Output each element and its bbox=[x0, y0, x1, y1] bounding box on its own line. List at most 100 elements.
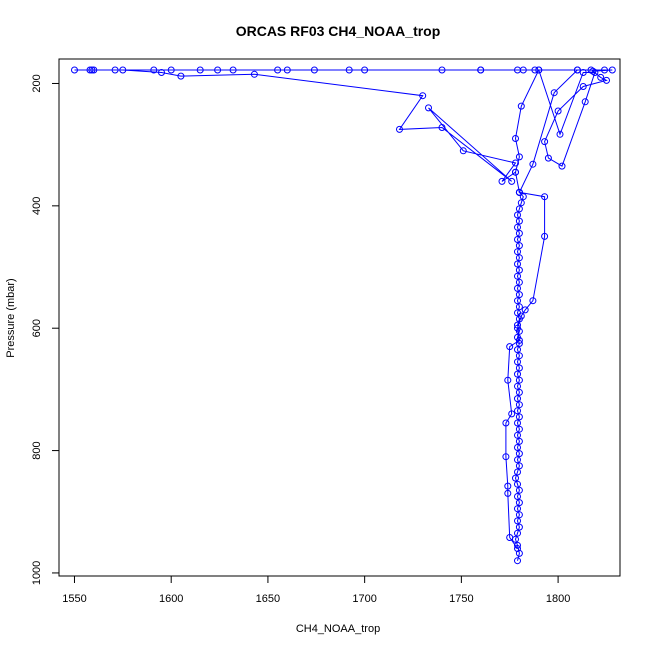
data-point bbox=[541, 138, 549, 146]
data-point bbox=[515, 376, 523, 384]
data-point bbox=[508, 177, 516, 185]
data-point bbox=[514, 444, 521, 451]
data-point bbox=[544, 154, 552, 162]
data-point bbox=[506, 343, 514, 351]
data-point bbox=[603, 76, 610, 84]
data-point bbox=[512, 474, 519, 482]
data-point bbox=[88, 66, 96, 74]
data-point bbox=[515, 188, 523, 196]
data-point bbox=[515, 425, 523, 433]
data-point bbox=[514, 456, 521, 464]
data-point bbox=[514, 346, 521, 354]
data-point bbox=[517, 312, 525, 320]
data-point bbox=[515, 450, 523, 458]
data-point bbox=[515, 462, 523, 470]
data-point bbox=[515, 291, 523, 299]
data-point bbox=[515, 242, 523, 250]
data-point bbox=[71, 66, 78, 74]
data-point bbox=[504, 482, 512, 490]
data-point bbox=[512, 159, 519, 167]
data-point bbox=[514, 541, 521, 549]
y-axis: 200 400 600 800 1000 bbox=[31, 74, 60, 585]
x-axis-title: CH4_NOAA_trop bbox=[296, 623, 380, 635]
data-point bbox=[535, 66, 543, 74]
data-point bbox=[515, 153, 523, 161]
data-point bbox=[514, 517, 521, 525]
data-point bbox=[515, 364, 523, 372]
data-point bbox=[514, 407, 521, 415]
data-point bbox=[608, 66, 616, 74]
data-point bbox=[514, 211, 521, 219]
data-point bbox=[550, 89, 558, 97]
y-tick-label: 400 bbox=[31, 197, 43, 215]
data-point bbox=[579, 69, 587, 76]
data-point bbox=[514, 236, 521, 243]
data-point bbox=[515, 437, 523, 445]
data-point bbox=[514, 272, 521, 280]
series-1 bbox=[502, 188, 549, 565]
series-line bbox=[91, 69, 613, 193]
data-point bbox=[515, 486, 523, 494]
y-tick-label: 1000 bbox=[31, 561, 43, 585]
data-point bbox=[581, 98, 589, 106]
series-line bbox=[505, 191, 546, 561]
data-point bbox=[515, 352, 523, 360]
data-point bbox=[502, 453, 510, 461]
y-tick-label: 800 bbox=[31, 441, 43, 459]
data-point bbox=[419, 92, 427, 100]
data-point bbox=[514, 66, 521, 74]
x-tick-label: 1600 bbox=[159, 593, 183, 605]
series-layer bbox=[71, 66, 616, 565]
data-point bbox=[515, 499, 523, 507]
data-point bbox=[514, 493, 521, 500]
data-point bbox=[514, 223, 521, 231]
data-point bbox=[514, 382, 521, 390]
x-tick-label: 1800 bbox=[546, 593, 570, 605]
data-point bbox=[515, 511, 523, 519]
data-point bbox=[504, 376, 512, 384]
data-point bbox=[514, 468, 521, 476]
data-point bbox=[477, 66, 485, 74]
data-point bbox=[396, 125, 403, 133]
data-point bbox=[514, 370, 521, 378]
y-tick-label: 600 bbox=[31, 319, 43, 337]
data-point bbox=[573, 66, 581, 74]
data-point bbox=[514, 505, 521, 513]
data-point bbox=[515, 254, 523, 262]
data-point bbox=[521, 306, 529, 314]
data-point bbox=[459, 147, 467, 155]
plot-area bbox=[58, 58, 621, 577]
data-point bbox=[517, 102, 525, 110]
data-point bbox=[512, 168, 519, 176]
data-point bbox=[515, 217, 523, 225]
data-point bbox=[514, 419, 521, 427]
data-point bbox=[514, 248, 521, 256]
data-point bbox=[515, 229, 523, 237]
data-point bbox=[514, 297, 521, 305]
data-point bbox=[515, 266, 523, 274]
data-point bbox=[589, 67, 597, 75]
data-point bbox=[177, 72, 185, 80]
data-point bbox=[529, 160, 537, 168]
data-point bbox=[508, 410, 516, 418]
chart-title: ORCAS RF03 CH4_NOAA_trop bbox=[236, 23, 441, 39]
data-point bbox=[512, 135, 519, 142]
series-line bbox=[74, 69, 540, 193]
data-point bbox=[515, 278, 523, 286]
data-point bbox=[515, 340, 523, 347]
data-point bbox=[283, 66, 291, 74]
data-point bbox=[587, 66, 595, 74]
data-point bbox=[514, 557, 521, 565]
data-point bbox=[515, 401, 523, 409]
data-point bbox=[579, 83, 587, 90]
data-point bbox=[502, 419, 510, 427]
data-point bbox=[504, 489, 512, 497]
data-point bbox=[514, 529, 521, 537]
x-tick-label: 1550 bbox=[62, 593, 86, 605]
data-point bbox=[541, 232, 549, 240]
y-tick-label: 200 bbox=[31, 74, 43, 92]
data-point bbox=[506, 534, 514, 541]
x-tick-label: 1750 bbox=[449, 593, 473, 605]
data-point bbox=[558, 162, 566, 170]
